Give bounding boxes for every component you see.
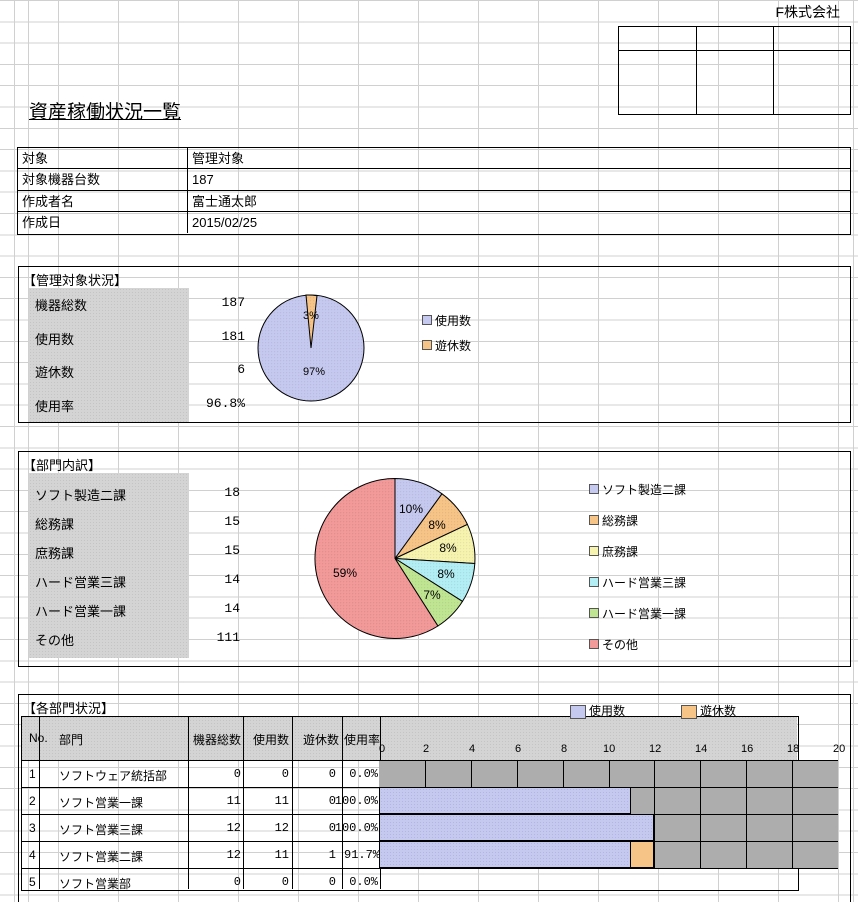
svg-text:59%: 59% — [333, 566, 357, 580]
svg-text:8%: 8% — [439, 541, 457, 555]
svg-text:3%: 3% — [303, 310, 319, 322]
svg-text:97%: 97% — [303, 366, 325, 378]
svg-text:7%: 7% — [423, 588, 441, 602]
svg-text:10%: 10% — [399, 502, 423, 516]
svg-text:8%: 8% — [437, 567, 455, 581]
svg-text:8%: 8% — [428, 518, 446, 532]
